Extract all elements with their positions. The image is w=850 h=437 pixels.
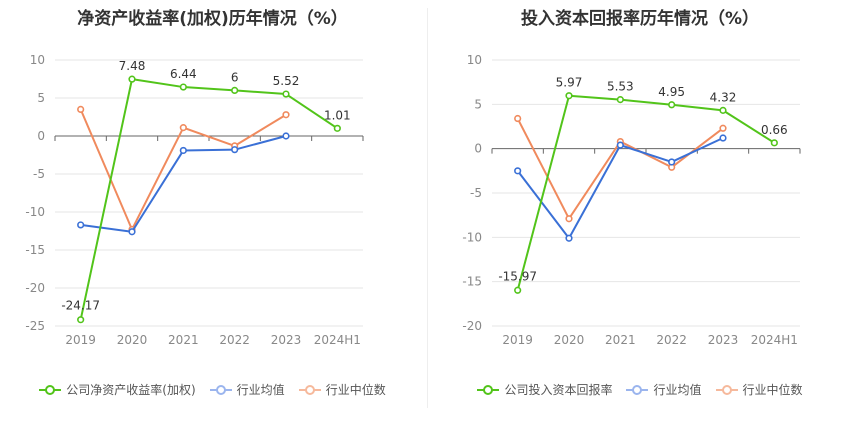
legend-line-icon [298, 384, 321, 395]
data-point [77, 316, 85, 324]
roe-chart-panel: 净资产收益率(加权)历年情况（%） 10 5 0 -5 -10 -15 -20 -25 2019… [0, 9, 425, 398]
x-tick-label: 2020 [554, 333, 585, 347]
y-tick-label: 0 [37, 129, 45, 143]
legend-item-company[interactable]: 公司净资产收益率(加权) [39, 381, 196, 398]
data-point [514, 114, 522, 123]
data-label: 4.32 [710, 90, 737, 104]
roic-line-chart: 10 5 0 -5 -10 -15 -20 2019 2020 2021 2022 2023 2024H… [462, 53, 801, 347]
x-tick-label: 2023 [708, 333, 739, 347]
y-tick-label: 10 [30, 53, 45, 67]
y-tick-label: 5 [474, 97, 482, 111]
data-point [77, 221, 85, 229]
data-point [770, 139, 778, 147]
series-line [79, 78, 338, 320]
data-label: 5.97 [556, 76, 583, 90]
y-tick-label: -15 [25, 243, 45, 257]
roic-chart-panel: 投入资本回报率历年情况（%） 10 5 0 -5 -10 -15 -20 2019 2020 20… [430, 0, 850, 437]
legend-line-icon [39, 384, 62, 395]
data-point [179, 124, 187, 132]
chart-title: 投入资本回报率历年情况（%） [520, 9, 760, 29]
data-label: 6.44 [170, 67, 197, 81]
data-label: -24.17 [61, 299, 100, 313]
data-point [565, 234, 573, 242]
legend-label: 公司净资产收益率(加权) [66, 383, 196, 397]
series-line [516, 137, 724, 240]
data-point [333, 124, 341, 132]
data-point [565, 215, 573, 223]
data-point [719, 124, 727, 132]
x-tick-label: 2022 [656, 333, 687, 347]
y-tick-label: -10 [25, 205, 45, 219]
data-label: 5.53 [607, 80, 634, 94]
data-point [128, 75, 136, 83]
data-point [231, 146, 239, 154]
data-label: 5.52 [273, 74, 300, 88]
legend-line-icon [209, 384, 232, 395]
x-tick-label: 2024H1 [751, 333, 798, 347]
y-tick-label: -15 [462, 275, 482, 289]
data-label: 0.66 [761, 123, 788, 137]
data-label: 1.01 [324, 108, 351, 122]
x-tick-label: 2019 [65, 333, 96, 347]
legend-item-industry-median[interactable]: 行业中位数 [715, 381, 803, 398]
x-tick-label: 2023 [271, 333, 302, 347]
data-point [668, 158, 676, 166]
data-point [179, 83, 187, 91]
y-tick-label: -5 [470, 186, 482, 200]
y-tick-label: -20 [462, 319, 482, 333]
data-point [616, 141, 624, 149]
x-tick-label: 2020 [117, 333, 148, 347]
legend-line-icon [626, 384, 649, 395]
x-tick-label: 2021 [168, 333, 199, 347]
y-tick-label: 10 [467, 53, 482, 67]
data-label: -15.97 [498, 269, 537, 283]
data-label: 7.48 [119, 59, 146, 73]
data-point [128, 228, 136, 236]
data-point [282, 90, 290, 98]
y-tick-label: -10 [462, 230, 482, 244]
data-point [77, 105, 85, 113]
legend-label: 行业均值 [236, 383, 285, 397]
x-tick-label: 2022 [219, 333, 250, 347]
data-point [231, 86, 239, 94]
legend-label: 行业中位数 [742, 383, 803, 397]
data-point [514, 167, 522, 175]
panel-divider [427, 8, 428, 408]
series-line [516, 118, 724, 220]
data-point [668, 101, 676, 109]
data-point [719, 106, 727, 114]
data-point [282, 111, 290, 119]
chart-legend: 公司投入资本回报率 行业均值 行业中位数 [430, 381, 850, 398]
legend-label: 行业均值 [653, 383, 702, 397]
data-point [719, 134, 727, 142]
y-tick-label: -20 [25, 281, 45, 295]
roe-line-chart: 10 5 0 -5 -10 -15 -20 -25 2019 2020 2021 2022 2023 20… [25, 53, 364, 347]
data-point [616, 96, 624, 104]
x-tick-label: 2019 [502, 333, 533, 347]
legend-line-icon [715, 384, 738, 395]
legend-item-industry-mean[interactable]: 行业均值 [626, 381, 702, 398]
legend-label: 公司投入资本回报率 [504, 383, 613, 397]
y-tick-label: 5 [37, 91, 45, 105]
legend-item-industry-median[interactable]: 行业中位数 [298, 381, 386, 398]
data-point [282, 132, 290, 140]
chart-title: 净资产收益率(加权)历年情况（%） [77, 9, 348, 29]
data-point [565, 92, 573, 100]
data-point [179, 146, 187, 155]
chart-legend: 公司净资产收益率(加权) 行业均值 行业中位数 [0, 381, 425, 398]
legend-item-industry-mean[interactable]: 行业均值 [209, 381, 285, 398]
legend-item-company[interactable]: 公司投入资本回报率 [477, 381, 612, 398]
legend-line-icon [477, 384, 500, 395]
data-label: 4.95 [658, 85, 685, 99]
y-tick-label: -25 [25, 319, 45, 333]
data-point [514, 286, 522, 294]
x-tick-label: 2021 [605, 333, 636, 347]
series-line [516, 94, 775, 291]
y-tick-label: -5 [33, 167, 45, 181]
y-tick-label: 0 [474, 142, 482, 156]
x-tick-label: 2024H1 [314, 333, 361, 347]
legend-label: 行业中位数 [325, 383, 386, 397]
data-label: 6 [231, 70, 239, 84]
